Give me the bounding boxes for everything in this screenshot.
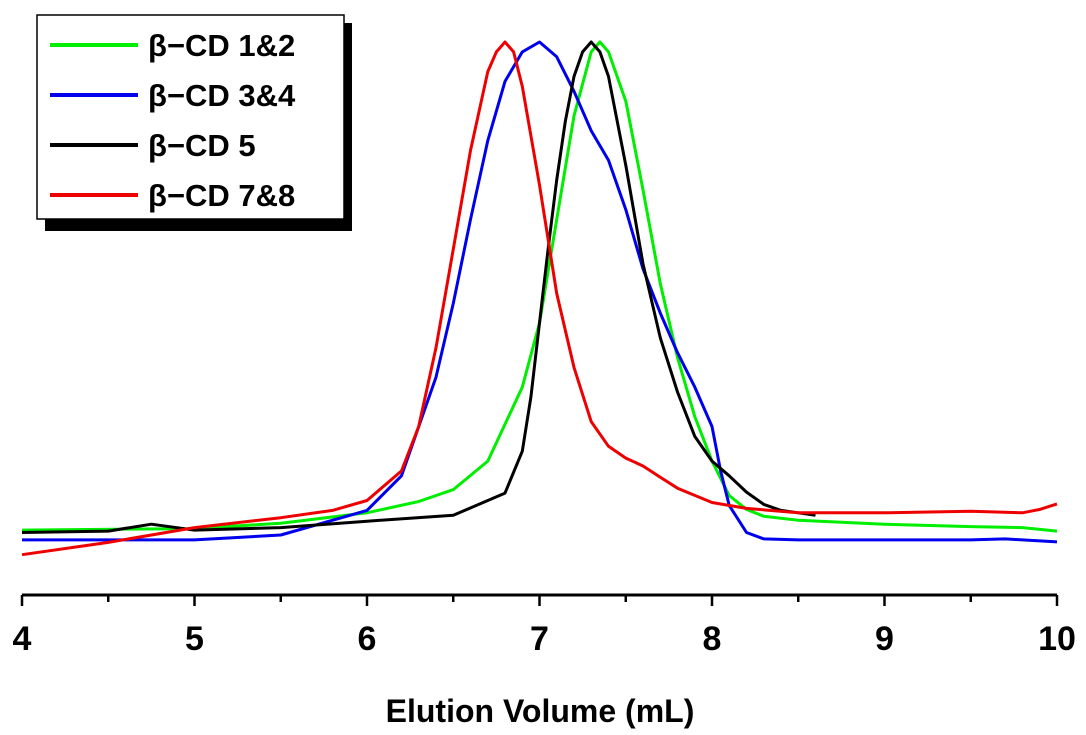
legend: β−CD 1&2 β−CD 3&4 β−CD 5 β−CD 7&8: [36, 14, 352, 231]
x-tick-label: 7: [530, 620, 549, 658]
legend-box: [36, 14, 345, 220]
legend-label: β−CD 5: [148, 128, 256, 163]
x-tick-label: 10: [1038, 620, 1076, 658]
legend-label: β−CD 3&4: [148, 78, 296, 113]
x-tick-layer: 4 5 6 7 8 9 10: [13, 595, 1076, 658]
x-tick-label: 9: [875, 620, 894, 658]
x-axis-title: Elution Volume (mL): [386, 693, 695, 729]
series-line-2: [22, 40, 1058, 544]
series-line-3: [21, 40, 816, 534]
x-tick-label: 5: [185, 620, 204, 658]
series-layer: [21, 40, 1058, 557]
x-tick-label: 8: [703, 620, 722, 658]
legend-label: β−CD 1&2: [148, 28, 295, 63]
series-line-1: [21, 40, 1058, 533]
x-tick-label: 6: [358, 620, 377, 658]
series-line-4: [21, 40, 1058, 557]
x-tick-label: 4: [13, 620, 32, 658]
legend-label: β−CD 7&8: [148, 178, 295, 213]
legend-items: β−CD 1&2 β−CD 3&4 β−CD 5 β−CD 7&8: [50, 28, 296, 213]
